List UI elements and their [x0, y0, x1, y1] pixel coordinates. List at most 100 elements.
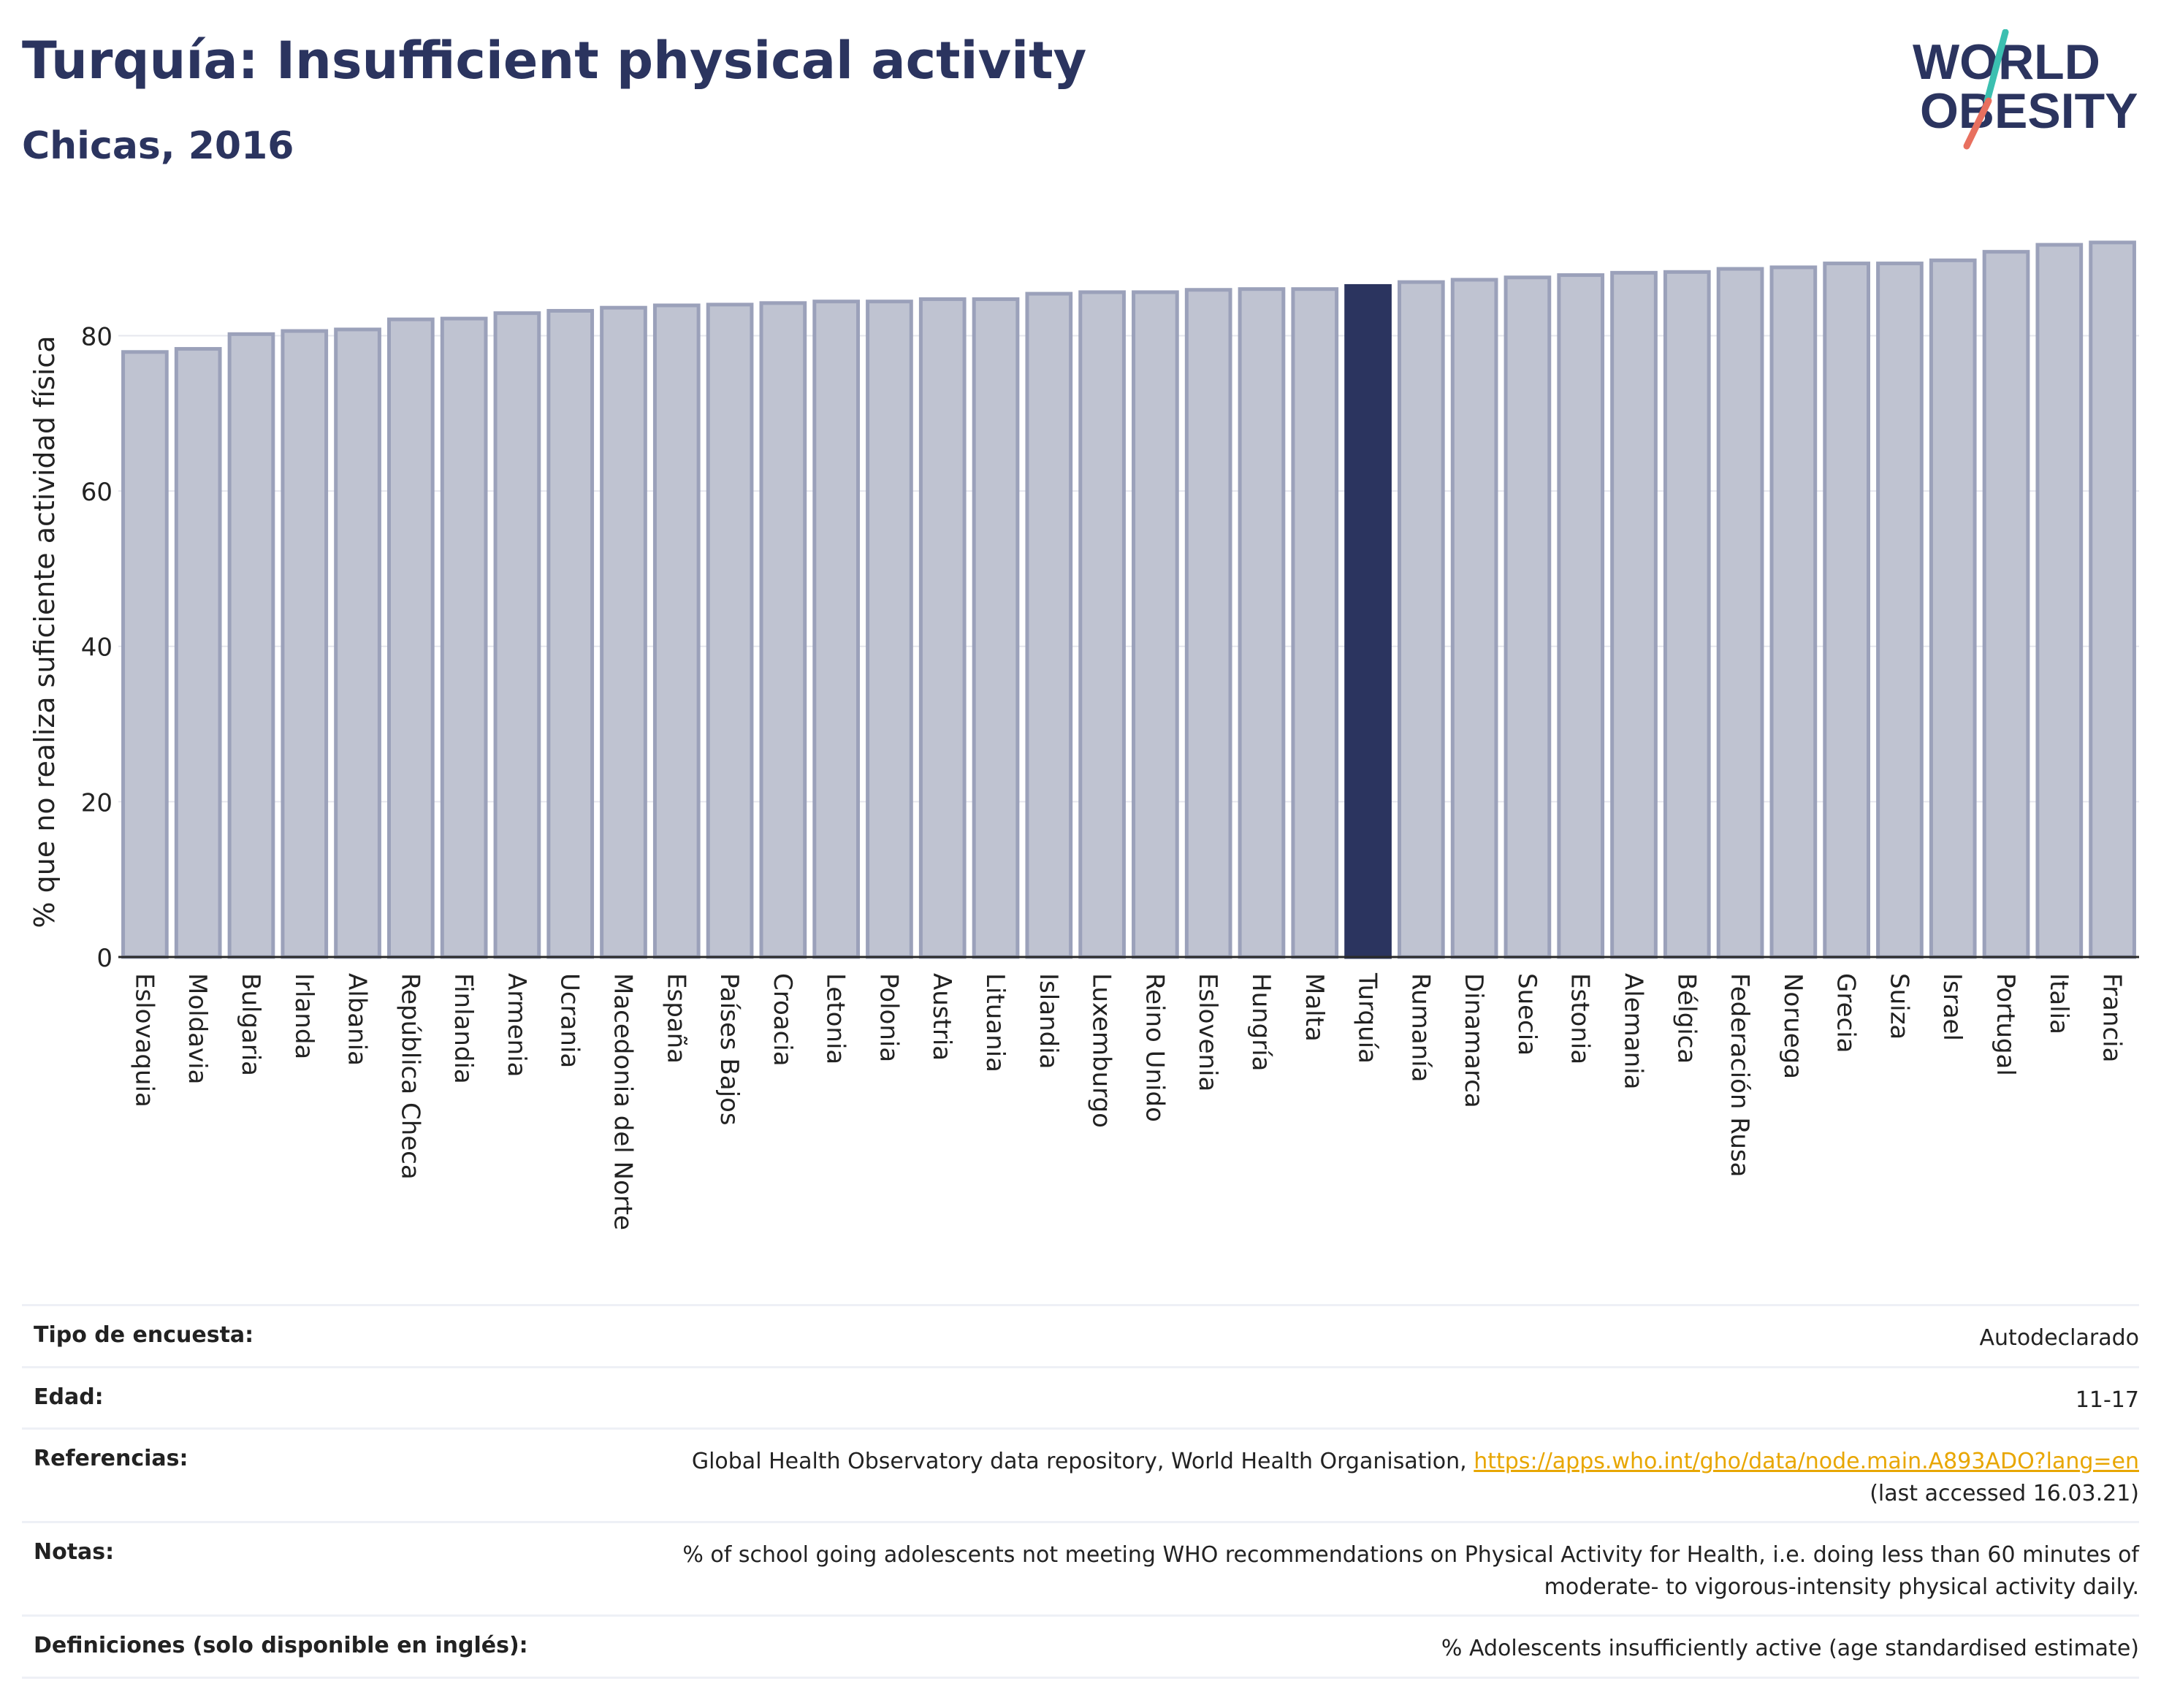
x-tick-label: Hungría: [1246, 973, 1276, 1072]
bar: [1929, 258, 1977, 959]
x-tick-label: Austria: [927, 973, 956, 1061]
y-tick-label: 40: [81, 633, 113, 663]
meta-label: Tipo de encuesta:: [34, 1322, 254, 1348]
x-tick-label: Países Bajos: [714, 973, 744, 1126]
x-tick-label: Italia: [2044, 973, 2073, 1034]
x-tick-label: Eslovenia: [1193, 973, 1222, 1091]
meta-row-age: Edad: 11-17: [22, 1365, 2139, 1428]
meta-value: Global Health Observatory data repositor…: [692, 1446, 2139, 1509]
x-tick-label: Moldavia: [183, 973, 212, 1084]
bar: [600, 305, 647, 959]
bar: [227, 332, 275, 959]
bar: [1238, 287, 1286, 959]
bar: [1982, 250, 2030, 959]
x-tick-label: Croacia: [768, 973, 797, 1067]
bar: [386, 317, 435, 959]
bar: [652, 303, 701, 959]
bar-chart: 0 20 40 60 80 Eslovaquia Moldavia Bulgaria Irla…: [28, 240, 2139, 1230]
x-tick-label: Francia: [2097, 973, 2127, 1062]
x-tick-label: Israel: [1937, 973, 1967, 1041]
bar: [493, 311, 541, 959]
x-tick-label: Irlanda: [289, 973, 319, 1059]
x-tick-label: Alemania: [1619, 973, 1648, 1089]
x-tick-label: Albania: [343, 973, 372, 1066]
meta-row-notes: Notas: % of school going adolescents not…: [22, 1521, 2139, 1614]
x-tick-label: Federación Rusa: [1725, 973, 1754, 1177]
x-tick-label: Finlandia: [449, 973, 478, 1084]
bar: [1823, 262, 1871, 959]
meta-value: Autodeclarado: [1979, 1325, 2139, 1351]
bar: [121, 350, 169, 959]
x-tick-label: Suecia: [1512, 973, 1541, 1056]
x-tick-label: Eslovaquia: [129, 973, 159, 1107]
logo-word-world: WORLD: [1913, 34, 2100, 90]
bar: [1397, 280, 1445, 959]
x-tick-label: Suiza: [1884, 973, 1913, 1040]
bar: [1663, 270, 1711, 959]
x-tick-label: República Checa: [395, 973, 424, 1180]
x-tick-label: Rumanía: [1406, 973, 1435, 1082]
bar: [1876, 262, 1924, 959]
x-tick-label: Bélgica: [1672, 973, 1701, 1064]
x-tick-label: Islandia: [1034, 973, 1063, 1069]
logo-slash-teal: [1983, 29, 2009, 104]
bar: [1610, 270, 1658, 959]
meta-value: % Adolescents insufficiently active (age…: [1441, 1636, 2139, 1661]
y-axis-ticks: 0 20 40 60 80: [81, 322, 113, 973]
meta-label: Edad:: [34, 1384, 104, 1410]
x-tick-label: Bulgaria: [236, 973, 265, 1076]
x-tick-label: Macedonia del Norte: [609, 973, 638, 1230]
y-axis-label: % que no realiza suficiente actividad fí…: [28, 336, 61, 929]
x-tick-label: Lituania: [980, 973, 1010, 1072]
x-tick-label: España: [661, 973, 690, 1064]
meta-value: % of school going adolescents not meetin…: [682, 1542, 2139, 1600]
bar: [2035, 243, 2084, 959]
x-tick-label: Grecia: [1832, 973, 1861, 1053]
x-tick-label: Polonia: [874, 973, 903, 1062]
bar: [1184, 288, 1232, 959]
x-tick-label: Reino Unido: [1140, 973, 1169, 1122]
meta-row-survey-type: Tipo de encuesta: Autodeclarado: [22, 1304, 2139, 1366]
y-tick-label: 60: [81, 478, 113, 507]
reference-link[interactable]: https://apps.who.int/gho/data/node.main.…: [1474, 1449, 2139, 1474]
x-tick-label: Armenia: [502, 973, 531, 1078]
x-tick-label: Noruega: [1778, 973, 1807, 1079]
bar: [706, 302, 754, 959]
bar: [1078, 290, 1126, 959]
bar: [1557, 273, 1605, 959]
x-tick-label: Letonia: [821, 973, 850, 1064]
bar: [1025, 291, 1073, 959]
bar: [2089, 240, 2136, 959]
bar: [334, 327, 381, 959]
y-tick-label: 80: [81, 322, 113, 351]
x-tick-label: Dinamarca: [1459, 973, 1488, 1108]
logo-slash-coral: [1963, 97, 1992, 150]
logo-word-obesity: OBESITY: [1920, 83, 2138, 139]
bar: [1132, 290, 1179, 959]
y-tick-label: 20: [81, 788, 113, 817]
meta-value: 11-17: [2075, 1387, 2139, 1413]
bar: [1344, 283, 1392, 959]
bar: [759, 301, 807, 959]
bar: [440, 316, 488, 959]
meta-label: Referencias:: [34, 1446, 188, 1471]
meta-label: Notas:: [34, 1539, 115, 1565]
y-tick-label: 0: [96, 944, 113, 973]
chart-title: Turquía: Insufficient physical activity: [22, 31, 1087, 91]
x-tick-label: Portugal: [1991, 973, 2020, 1076]
bar: [1769, 265, 1818, 959]
bar: [918, 297, 967, 959]
bar: [1503, 275, 1552, 959]
x-tick-label: Ucrania: [555, 973, 584, 1068]
bars: [121, 240, 2136, 959]
meta-row-references: Referencias: Global Health Observatory d…: [22, 1427, 2139, 1521]
x-tick-label: Estonia: [1566, 973, 1595, 1064]
bar: [866, 300, 913, 959]
reference-text: Global Health Observatory data repositor…: [691, 1449, 1467, 1474]
bar: [812, 300, 861, 959]
meta-label: Definiciones (solo disponible en inglés)…: [34, 1633, 528, 1658]
bar: [1716, 267, 1764, 959]
x-tick-label: Turquía: [1353, 972, 1382, 1064]
x-tick-label: Malta: [1300, 973, 1329, 1042]
bar: [1450, 278, 1498, 959]
